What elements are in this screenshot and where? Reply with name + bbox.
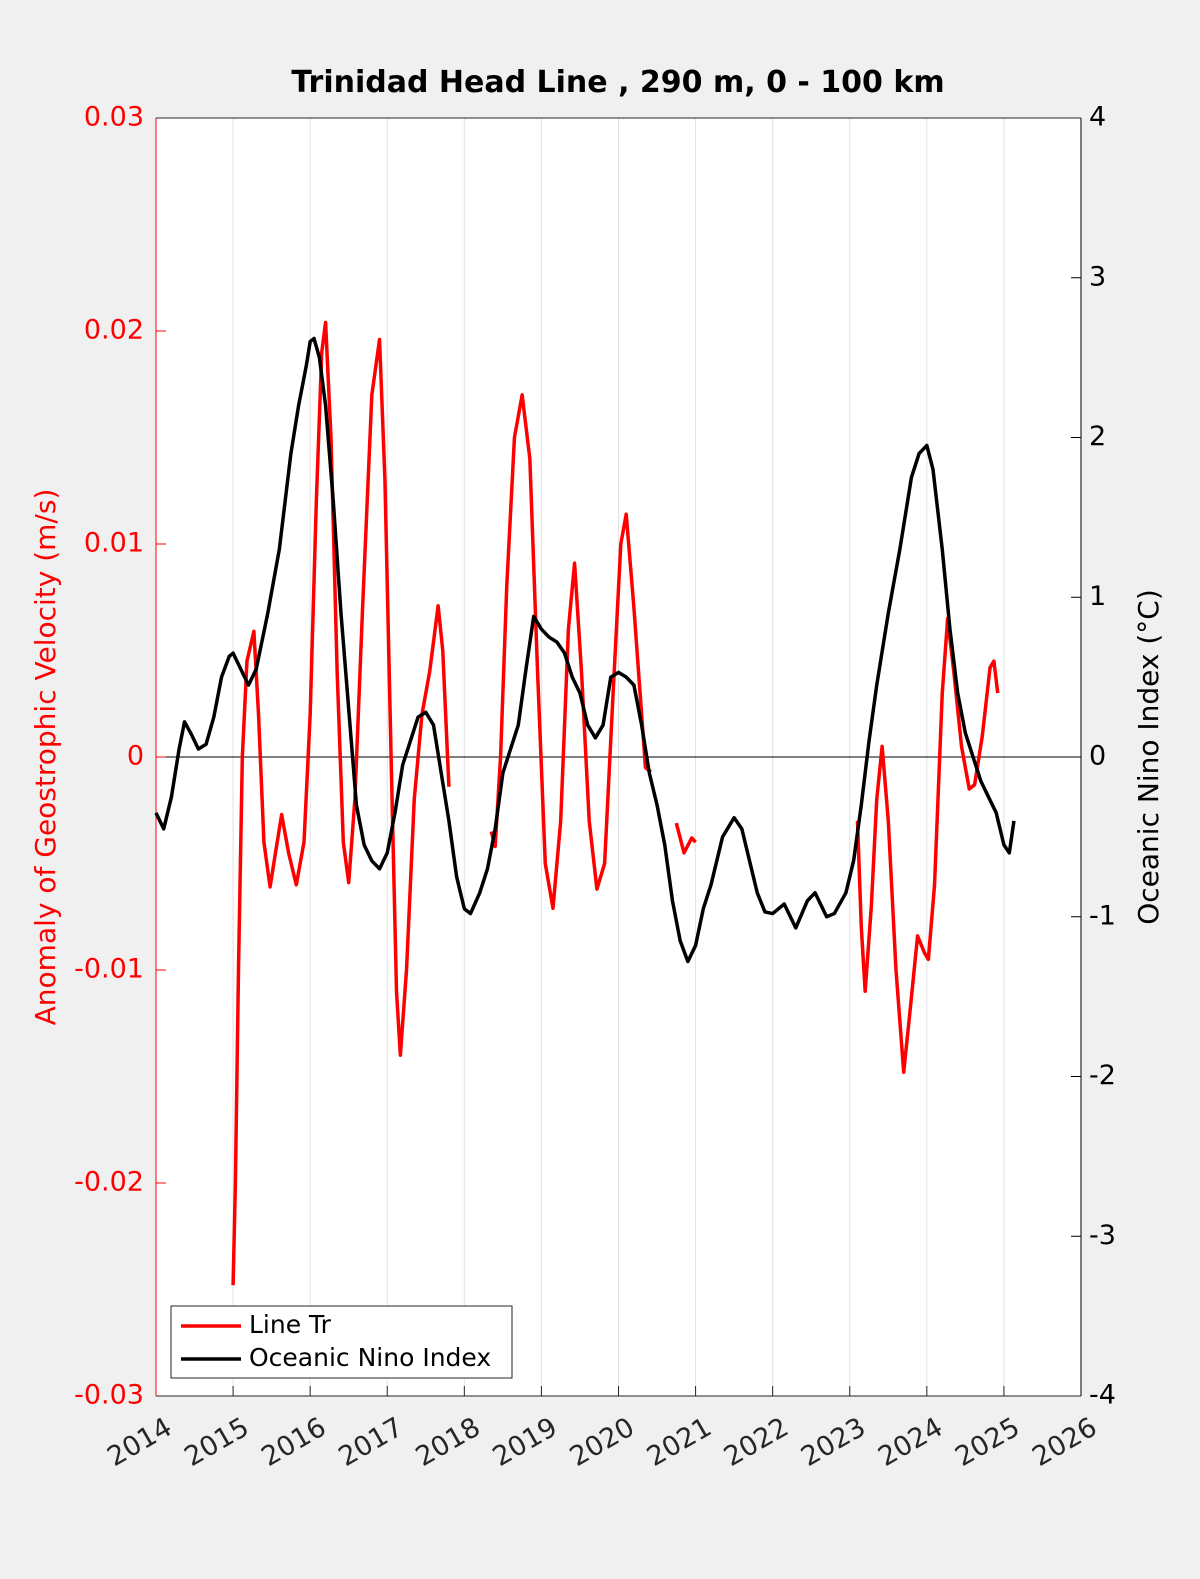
y2-tick-label: -3	[1089, 1220, 1116, 1251]
legend-label: Line Tr	[249, 1310, 332, 1339]
x-tick-label: 2021	[642, 1412, 717, 1473]
x-tick-label: 2023	[796, 1412, 871, 1473]
y-tick-label: -0.03	[74, 1380, 144, 1411]
x-tick-label: 2018	[411, 1412, 486, 1473]
y2-tick-label: 2	[1089, 421, 1106, 452]
y2-tick-label: 4	[1089, 102, 1106, 133]
y-tick-label: 0.01	[84, 528, 144, 559]
y-tick-label: -0.01	[74, 954, 144, 985]
y-tick-label: 0.03	[84, 102, 144, 133]
x-tick-label: 2017	[333, 1412, 408, 1473]
x-tick-label: 2026	[1027, 1412, 1102, 1473]
y-tick-label: 0	[127, 741, 144, 772]
y2-tick-label: 3	[1089, 261, 1106, 292]
legend-box	[170, 1305, 513, 1379]
legend-label: Oceanic Nino Index	[249, 1343, 491, 1372]
x-tick-label: 2022	[719, 1412, 794, 1473]
x-tick-label: 2025	[950, 1412, 1025, 1473]
x-tick-label: 2015	[179, 1412, 254, 1473]
x-tick-label: 2020	[565, 1412, 640, 1473]
x-tick-label: 2024	[873, 1412, 948, 1473]
y2-tick-label: -4	[1089, 1380, 1116, 1411]
data-line	[154, 336, 1016, 964]
y2-tick-label: -1	[1089, 900, 1116, 931]
y2-tick-label: 1	[1089, 581, 1106, 612]
x-tick-label: 2014	[102, 1412, 177, 1473]
y2-tick-label: -2	[1089, 1060, 1116, 1091]
y-axis-label: Anomaly of Geostrophic Velocity (m/s)	[29, 489, 62, 1026]
x-tick-label: 2019	[488, 1412, 563, 1473]
chart-title: Trinidad Head Line , 290 m, 0 - 100 km	[291, 65, 944, 100]
x-tick-label: 2016	[256, 1412, 331, 1473]
y2-tick-label: 0	[1089, 741, 1106, 772]
y-tick-label: 0.02	[84, 315, 144, 346]
data-line	[231, 320, 1000, 1286]
y2-axis-label: Oceanic Nino Index (°C)	[1132, 589, 1165, 925]
y-tick-label: -0.02	[74, 1167, 144, 1198]
